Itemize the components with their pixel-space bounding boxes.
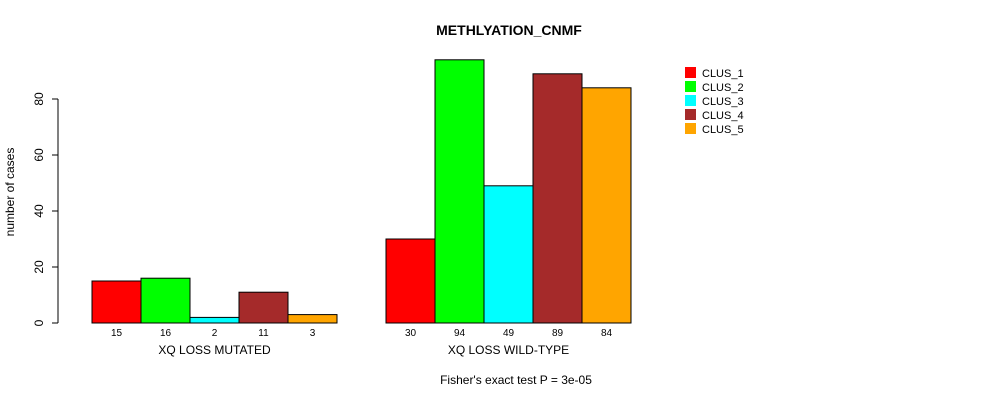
legend-swatch [685,95,696,106]
bar-value-label: 11 [258,328,269,339]
bar-value-label: 15 [111,328,123,339]
category-label: XQ LOSS WILD-TYPE [448,343,569,357]
category-labels: XQ LOSS MUTATED XQ LOSS WILD-TYPE [158,343,569,357]
bars-group [91,59,632,324]
bar-value-label: 2 [212,328,218,339]
bar-value-label: 94 [454,328,466,339]
legend-label: CLUS_3 [702,96,744,108]
bar-clus-4-group-2 [532,73,583,324]
bar-value-label: 84 [601,328,613,339]
bar-clus-4-group-1 [238,291,289,324]
y-tick-label: 80 [32,92,46,106]
bar-value-labels: 15 16 2 11 3 30 94 49 89 84 [111,328,613,339]
chart-title: METHLYATION_CNMF [436,22,582,38]
bar-value-label: 16 [160,328,172,339]
legend-swatch [685,109,696,120]
y-axis-label: number of cases [3,148,17,237]
bar-clus-1-group-2 [385,238,436,324]
legend-label: CLUS_4 [702,110,744,122]
y-tick-label: 60 [32,148,46,162]
y-tick-label: 20 [32,260,46,274]
bar-clus-3-group-1 [189,316,240,324]
bar-clus-5-group-2 [581,87,632,324]
bar-value-label: 89 [552,328,564,339]
bar-value-label: 30 [405,328,417,339]
fisher-test-footnote: Fisher's exact test P = 3e-05 [440,373,592,387]
y-tick-label: 40 [32,204,46,218]
bar-value-label: 49 [503,328,515,339]
legend: CLUS_1 CLUS_2 CLUS_3 CLUS_4 CLUS_5 [685,67,744,136]
legend-swatch [685,123,696,134]
bar-clus-2-group-2 [434,59,485,324]
legend-swatch [685,81,696,92]
bar-clus-2-group-1 [140,277,191,324]
legend-label: CLUS_1 [702,68,744,80]
legend-swatch [685,67,696,78]
bar-value-label: 3 [310,328,316,339]
bar-clus-3-group-2 [483,185,534,324]
category-label: XQ LOSS MUTATED [158,343,271,357]
y-tick-label: 0 [32,319,46,326]
bar-clus-5-group-1 [287,314,338,324]
legend-label: CLUS_5 [702,124,744,136]
bar-clus-1-group-1 [91,280,142,324]
legend-label: CLUS_2 [702,82,744,94]
y-axis: 0 20 40 60 80 [32,92,59,326]
